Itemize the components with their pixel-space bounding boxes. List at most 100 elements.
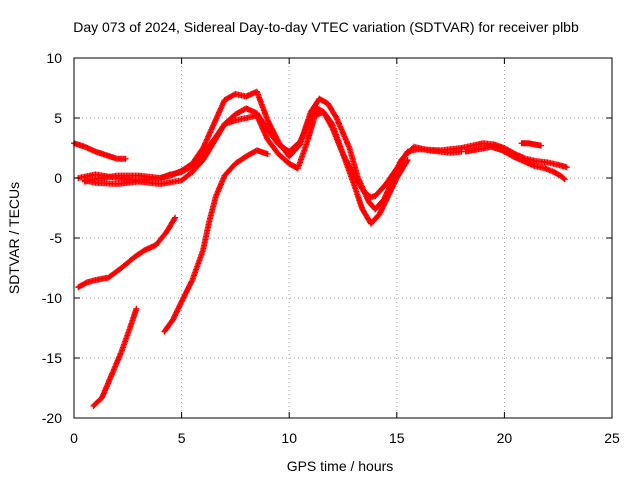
data-point-marks [333, 115, 352, 150]
data-point-marks [232, 154, 248, 167]
data-point-marks [109, 350, 124, 376]
data-point-marks [75, 280, 89, 291]
series-track-9 [462, 143, 568, 183]
data-point-marks [163, 214, 179, 235]
data-point-marks [178, 169, 195, 184]
data-point-marks [170, 300, 184, 323]
data-point-marks [393, 157, 411, 181]
data-point-marks [294, 142, 309, 172]
series-track-10 [518, 140, 544, 149]
data-point-marks [189, 146, 206, 167]
series-track-5 [75, 214, 179, 291]
y-tick-label: 5 [54, 110, 62, 126]
data-point-marks [253, 112, 270, 142]
data-point-marks [350, 181, 365, 211]
data-point-marks [275, 139, 292, 159]
data-point-marks [114, 178, 140, 187]
data-point-marks [114, 172, 140, 179]
data-point-marks [297, 110, 314, 148]
data-point-marks [316, 95, 330, 106]
series-track-8 [458, 140, 570, 171]
data-point-marks [253, 147, 271, 157]
y-tick-label: -20 [42, 410, 62, 426]
y-tick-label: 0 [54, 170, 62, 186]
series-track-4 [81, 109, 411, 227]
y-tick-label: -10 [42, 290, 62, 306]
data-point-marks [447, 148, 465, 156]
series-track-1 [71, 140, 129, 162]
data-point-marks [307, 97, 322, 115]
data-point-marks [105, 265, 124, 281]
data-point-marks [206, 194, 219, 223]
x-tick-label: 5 [178, 430, 186, 446]
data-point-marks [200, 122, 217, 151]
data-point-marks [385, 176, 400, 199]
data-point-marks [161, 317, 176, 335]
data-point-marks [178, 278, 195, 305]
data-point-marks [286, 142, 302, 160]
data-point-marks [118, 326, 133, 355]
data-point-marks [210, 98, 227, 127]
data-point-marks [398, 144, 416, 163]
grid [74, 58, 612, 418]
data-point-marks [531, 141, 544, 149]
data-point-marks [131, 247, 147, 261]
chart-title: Day 073 of 2024, Sidereal Day-to-day VTE… [73, 19, 579, 35]
data-point-marks [275, 151, 292, 166]
x-tick-label: 0 [70, 430, 78, 446]
data-point-marks [135, 178, 162, 187]
data-point-marks [264, 136, 281, 156]
data-point-marks [210, 122, 227, 145]
data-point-marks [152, 230, 169, 249]
data-point-marks [372, 182, 389, 199]
data-point-marks [340, 151, 357, 186]
x-tick-label: 20 [497, 430, 513, 446]
data-point-marks [127, 305, 140, 331]
data-point-marks [99, 370, 116, 401]
data-point-marks [253, 88, 271, 122]
data-point-marks [359, 206, 374, 226]
axis-ticks [73, 57, 613, 419]
data-point-marks [189, 248, 206, 283]
data-point-marks [200, 218, 213, 253]
data-point-marks [557, 172, 568, 183]
x-axis-label: GPS time / hours [287, 458, 394, 474]
data-point-marks [329, 121, 346, 156]
data-point-marks [200, 140, 217, 163]
data-point-marks [376, 194, 391, 217]
data-point-marks [324, 100, 339, 120]
series-track-6 [90, 305, 140, 409]
series-track-7 [161, 147, 271, 335]
data-point-marks [90, 395, 104, 409]
data-point-marks [303, 114, 318, 148]
data-point-marks [114, 155, 129, 162]
data-point-marks [372, 197, 386, 213]
data-point-marks [157, 177, 184, 187]
data-point-marks [368, 212, 382, 227]
data-point-marks [355, 175, 372, 204]
data-point-marks [499, 147, 515, 159]
data-point-marks [411, 143, 431, 153]
data-point-marks [213, 174, 227, 199]
data-point-marks [189, 158, 206, 175]
data-point-marks [320, 109, 335, 126]
y-axis-label: SDTVAR / TECUs [6, 182, 22, 294]
x-tick-label: 15 [389, 430, 405, 446]
data-point-marks [264, 117, 281, 144]
data-point-marks [550, 169, 563, 178]
data-point-marks [426, 147, 453, 156]
y-tick-label: -15 [42, 350, 62, 366]
data-point-marks [555, 161, 570, 171]
x-tick-label: 10 [281, 430, 297, 446]
data-point-marks [135, 172, 162, 181]
data-point-marks [501, 145, 517, 157]
data-point-marks [346, 145, 361, 180]
y-tick-label: 10 [46, 50, 62, 66]
data-point-marks [118, 255, 137, 271]
data-point-marks [368, 193, 377, 201]
data-point-marks [178, 161, 195, 174]
data-point-marks [221, 161, 238, 179]
y-tick-label: -5 [50, 230, 63, 246]
